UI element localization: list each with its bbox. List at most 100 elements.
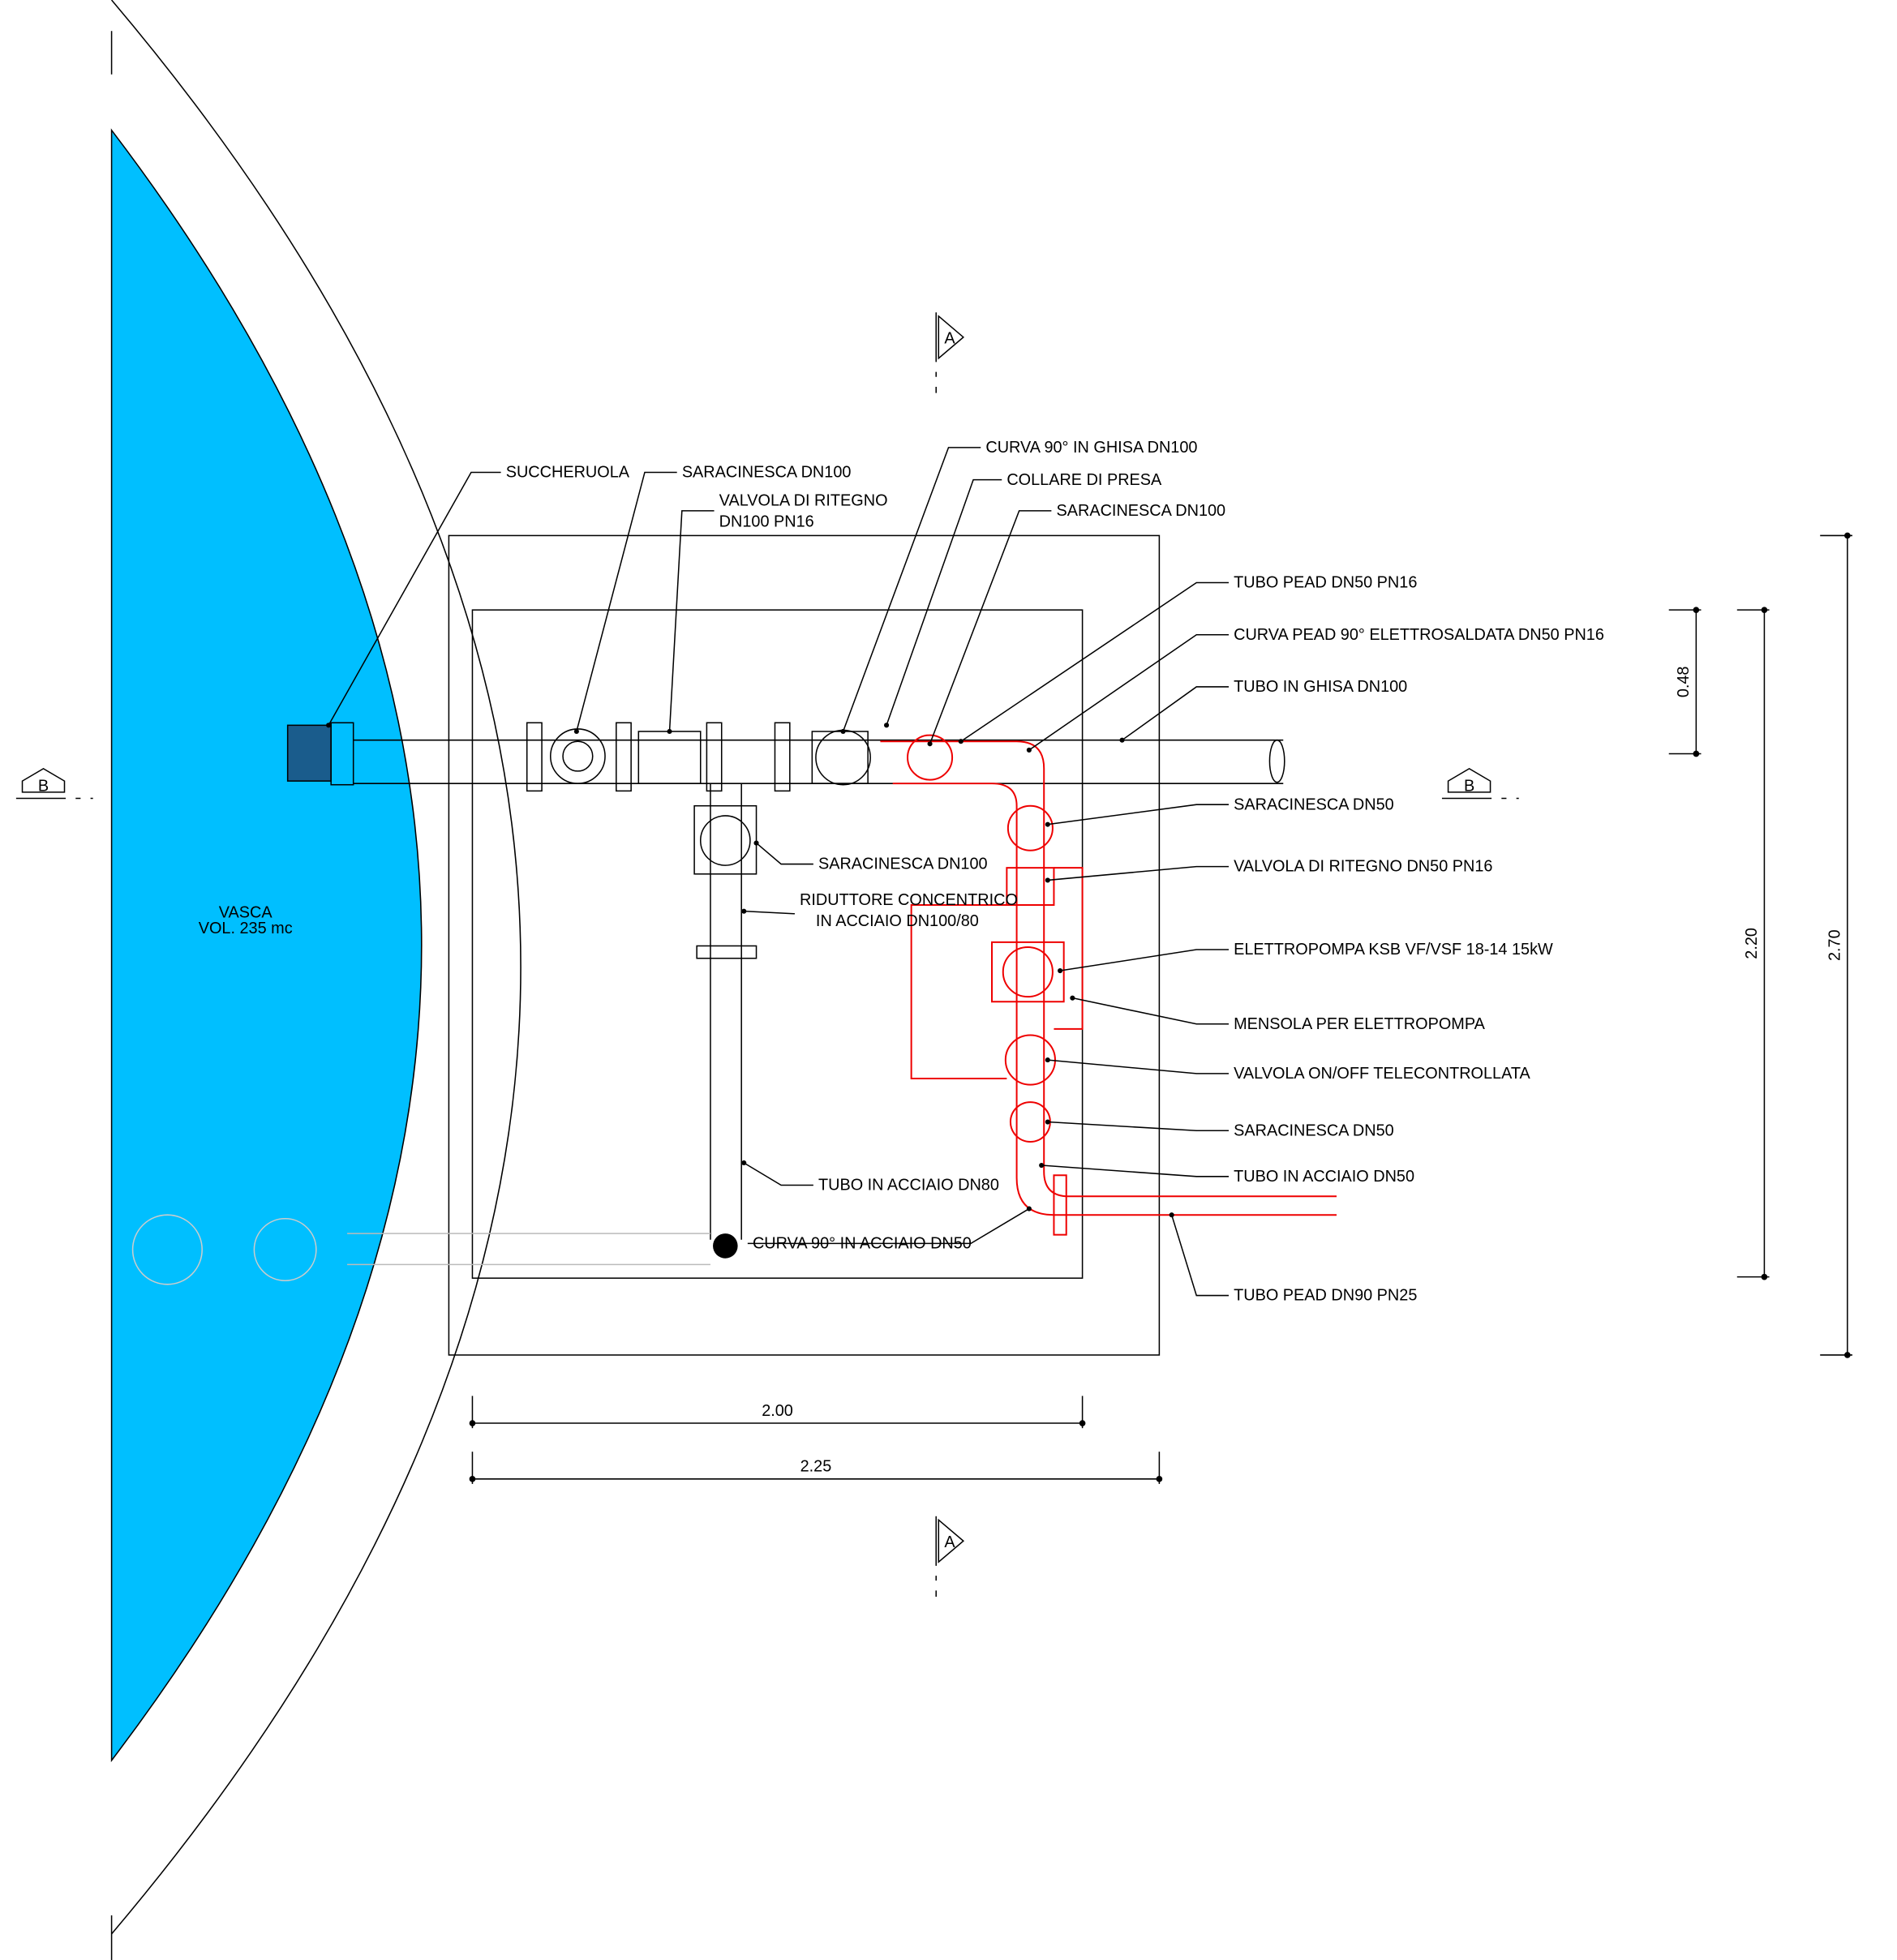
section-label: A [944, 1533, 955, 1551]
callout-label: TUBO IN GHISA DN100 [1234, 678, 1407, 696]
leader-arrow [753, 840, 759, 846]
dimension-dot [1844, 1352, 1851, 1358]
callout-label: MENSOLA PER ELETTROPOMPA [1234, 1015, 1485, 1033]
leader-line [1170, 1214, 1229, 1297]
leader-arrow [884, 723, 890, 728]
callout-label: VALVOLA DI RITEGNO [719, 492, 888, 510]
section-arrow [1447, 767, 1491, 793]
leader-arrow [573, 728, 579, 735]
section-arrow [21, 767, 66, 793]
tank-outer-wall [111, 0, 521, 1935]
section-label: A [944, 329, 955, 347]
leader-arrow [1169, 1212, 1174, 1218]
branch-pipe [131, 783, 758, 1285]
main-pipe [286, 722, 1285, 792]
callout-label: TUBO PEAD DN90 PN25 [1234, 1287, 1417, 1305]
leader-line [1072, 997, 1229, 1025]
leader-line [1047, 1059, 1229, 1074]
callout-label: SARACINESCA DN50 [1234, 796, 1394, 813]
callout-label: SUCCHERUOLA [506, 464, 630, 482]
callout-label: RIDUTTORE CONCENTRICO [800, 891, 1018, 909]
leader-arrow [1070, 995, 1075, 1001]
pump-line [880, 734, 1337, 1236]
leader-line [328, 471, 501, 726]
leader-line [1047, 865, 1229, 881]
section-marks: A A B B [15, 312, 1519, 1598]
dimension-dot [1844, 532, 1851, 539]
leader-arrow [958, 739, 964, 744]
leader-line [744, 910, 795, 915]
dimension-dot [469, 1476, 476, 1482]
leader-line [743, 1162, 813, 1186]
callout-label: SARACINESCA DN100 [818, 856, 988, 873]
callout-label: COLLARE DI PRESA [1006, 471, 1162, 489]
leader-line [1041, 1164, 1229, 1177]
leader-arrow [1045, 877, 1050, 883]
dimension-dot [1079, 1420, 1086, 1426]
leader-line [1028, 633, 1229, 751]
callout-label: VALVOLA ON/OFF TELECONTROLLATA [1234, 1065, 1530, 1083]
leader-line [747, 1207, 1030, 1245]
leader-arrow [927, 741, 933, 747]
leader-arrow [667, 728, 672, 735]
tank-label: VASCA [219, 903, 273, 921]
chamber-outer [448, 534, 1161, 1356]
callouts: SUCCHERUOLA SARACINESCA DN100 VALVOLA DI R… [326, 439, 1604, 1305]
callout-label: TUBO IN ACCIAIO DN80 [818, 1177, 999, 1194]
dimension-label: 2.20 [1743, 928, 1761, 959]
callout-label: SARACINESCA DN50 [1234, 1122, 1394, 1139]
leader-line [1047, 804, 1229, 826]
leader-arrow [840, 728, 846, 735]
callout-label: IN ACCIAIO DN100/80 [816, 912, 979, 930]
callout-label: CURVA 90° IN GHISA DN100 [985, 439, 1197, 457]
dimensions: 2.00 2.25 0.48 2.20 2.70 [469, 532, 1852, 1484]
leader-line [886, 478, 1002, 726]
dimension-label: 2.25 [800, 1458, 832, 1476]
callout-label: TUBO PEAD DN50 PN16 [1234, 574, 1417, 592]
dimension-dot [1761, 1273, 1768, 1280]
leader-arrow [326, 723, 332, 728]
leader-arrow [1026, 1206, 1032, 1212]
leader-line [960, 581, 1229, 742]
dimension-label: 2.70 [1826, 929, 1844, 961]
leader-arrow [1058, 967, 1063, 974]
leader-line [1122, 686, 1229, 741]
leader-arrow [1045, 1119, 1050, 1125]
dimension-dot [1156, 1476, 1163, 1482]
leader-arrow [741, 1160, 747, 1166]
dimension-label: 2.00 [762, 1402, 793, 1420]
callout-label: SARACINESCA DN100 [1057, 502, 1226, 520]
leader-line [756, 842, 813, 865]
leader-arrow [1045, 1057, 1050, 1063]
callout-label: ELETTROPOMPA KSB VF/VSF 18-14 15kW [1234, 941, 1553, 959]
callout-label: CURVA PEAD 90° ELETTROSALDATA DN50 PN16 [1234, 626, 1604, 644]
tank-volume: VOL. 235 mc [199, 920, 293, 937]
leader-arrow [741, 908, 747, 914]
section-arrow [938, 315, 965, 360]
leader-arrow [1119, 737, 1125, 743]
leader-arrow [1045, 821, 1050, 827]
dimension-label: 0.48 [1675, 667, 1693, 698]
tank-water [110, 128, 423, 1763]
callout-label: CURVA 90° IN ACCIAIO DN50 [753, 1234, 972, 1252]
section-label: B [38, 777, 49, 795]
dimension-dot [469, 1420, 476, 1426]
section-label: B [1464, 777, 1474, 795]
leader-line [576, 471, 677, 732]
leader-line [1047, 1121, 1229, 1132]
leader-arrow [1039, 1162, 1045, 1169]
leader-line [929, 510, 1052, 744]
leader-line [842, 447, 981, 732]
callout-label: SARACINESCA DN100 [682, 464, 852, 482]
callout-label: VALVOLA DI RITEGNO DN50 PN16 [1234, 858, 1492, 876]
section-arrow [938, 1518, 965, 1563]
dimension-dot [1693, 750, 1700, 757]
dimension-dot [1761, 607, 1768, 613]
dimension-dot [1693, 607, 1700, 613]
leader-line [1059, 949, 1229, 971]
callout-label: DN100 PN16 [719, 513, 814, 531]
leader-line [668, 510, 715, 732]
callout-label: TUBO IN ACCIAIO DN50 [1234, 1168, 1414, 1186]
leader-arrow [1026, 747, 1032, 753]
